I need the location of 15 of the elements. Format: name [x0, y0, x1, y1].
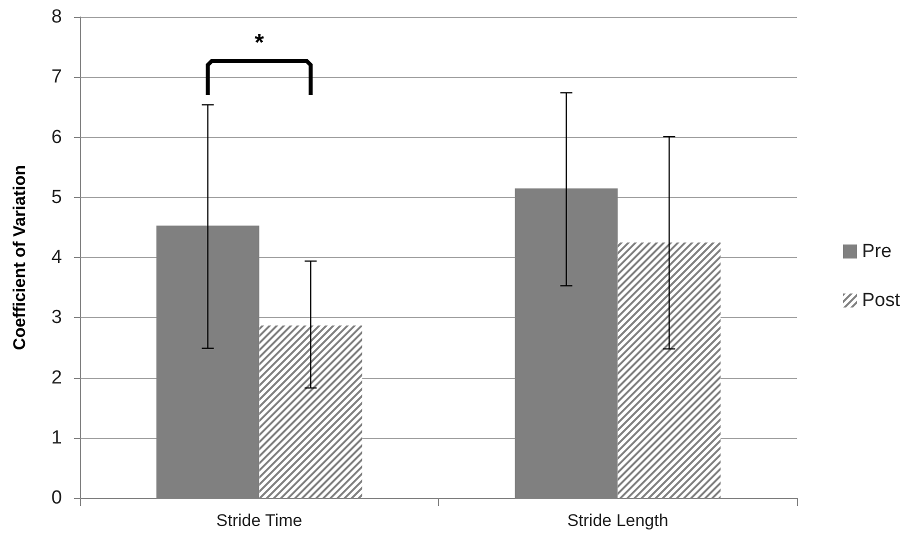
y-tick-label: 6 [51, 126, 62, 148]
y-axis-title: Coefficient of Variation [10, 164, 29, 350]
y-tick-label: 8 [51, 6, 62, 28]
annotation: * [254, 30, 265, 56]
y-tick-label: 3 [51, 307, 62, 328]
x-tick-label: Stride Time [216, 511, 302, 530]
y-tick-label: 4 [51, 247, 62, 268]
legend-label: Pre [862, 241, 892, 262]
y-tick-label: 7 [51, 66, 62, 88]
legend-label: Post [862, 290, 901, 311]
y-tick-label: 5 [51, 186, 62, 208]
y-tick-label: 2 [51, 367, 62, 388]
y-tick-label: 1 [51, 427, 62, 448]
y-tick-label: 0 [51, 488, 62, 508]
x-tick-label: Stride Length [567, 511, 668, 530]
